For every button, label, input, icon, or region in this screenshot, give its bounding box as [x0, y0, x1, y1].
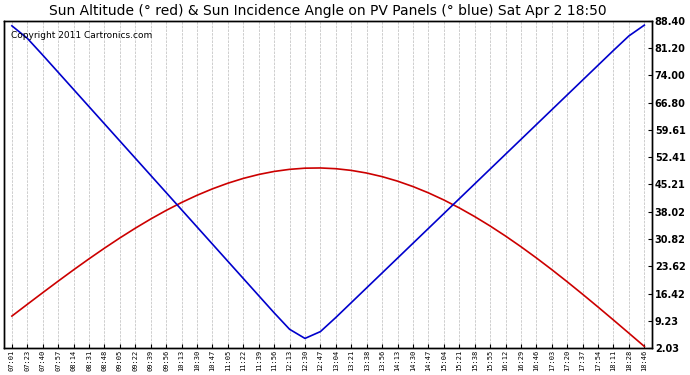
Title: Sun Altitude (° red) & Sun Incidence Angle on PV Panels (° blue) Sat Apr 2 18:50: Sun Altitude (° red) & Sun Incidence Ang… — [49, 4, 607, 18]
Text: Copyright 2011 Cartronics.com: Copyright 2011 Cartronics.com — [10, 30, 152, 39]
